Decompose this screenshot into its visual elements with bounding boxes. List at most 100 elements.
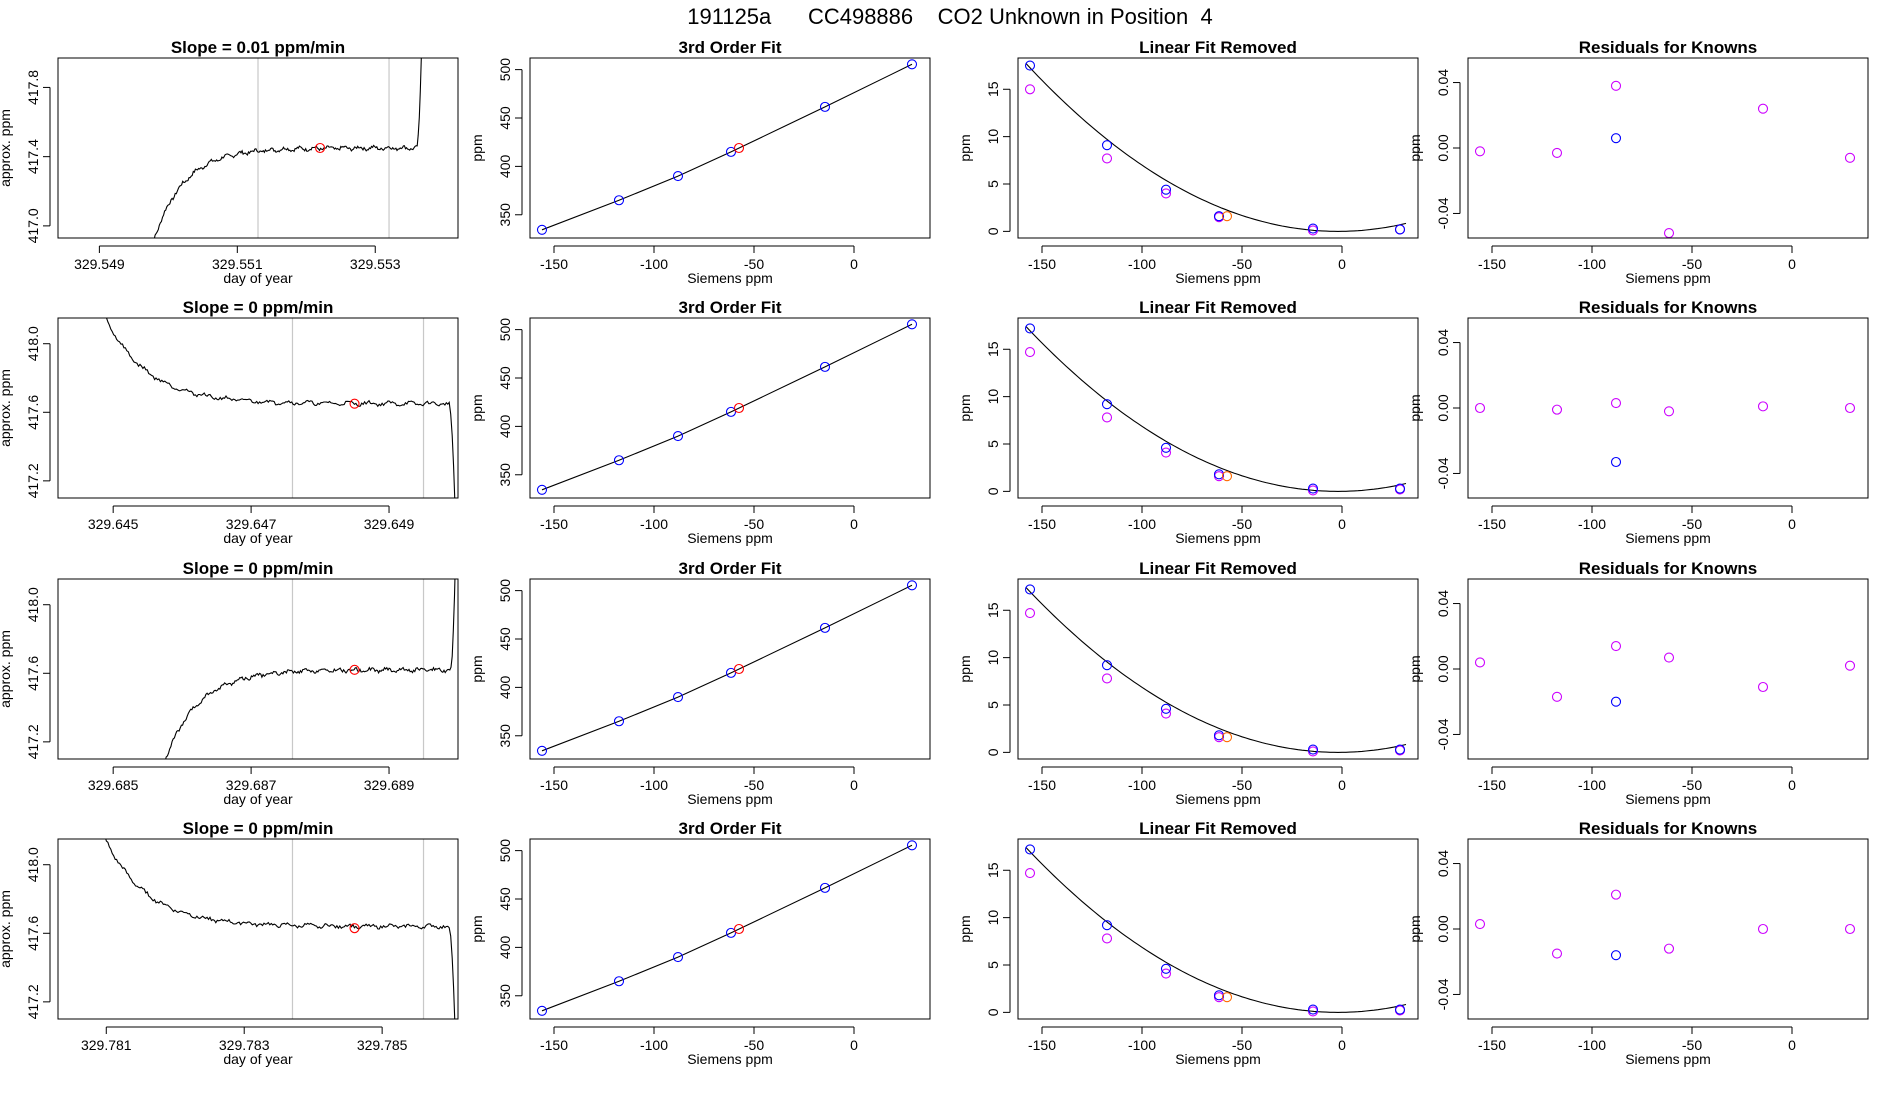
x-tick-label: -100	[640, 777, 668, 793]
x-tick-label: 329.687	[226, 777, 277, 793]
x-tick-label: 0	[850, 516, 858, 532]
residual-point	[1844, 152, 1856, 163]
residual-point	[1757, 681, 1769, 693]
y-tick-label: 500	[497, 318, 513, 342]
plot-box	[529, 317, 931, 499]
unknown-marker	[349, 923, 360, 934]
plot-area	[1024, 323, 1407, 496]
x-tick-label: -50	[1232, 1037, 1252, 1053]
plot-area	[536, 319, 918, 495]
panel-title: 3rd Order Fit	[679, 298, 782, 317]
plot-area	[536, 580, 918, 756]
y-axis-label: ppm	[469, 134, 485, 161]
y-axis-label: ppm	[957, 915, 973, 942]
y-tick-label: 417.0	[25, 208, 41, 243]
y-tick-label: 350	[497, 724, 513, 748]
residual-point	[1474, 657, 1486, 668]
y-tick-label: 350	[497, 984, 513, 1008]
y-axis-label: ppm	[469, 655, 485, 682]
y-tick-label: 418.0	[25, 847, 41, 882]
x-axis-label: Siemens ppm	[687, 791, 773, 807]
plot-box	[1467, 578, 1869, 760]
y-tick-label: 10	[985, 650, 1001, 666]
page-title: 191125a CC498886 CO2 Unknown in Position…	[687, 4, 1213, 29]
known-point	[1101, 660, 1113, 671]
panel-title: Linear Fit Removed	[1139, 38, 1297, 57]
known-point	[906, 840, 918, 851]
pink-point	[1101, 412, 1113, 423]
known-point	[1394, 224, 1406, 235]
residual-point	[1757, 401, 1769, 412]
y-tick-label: 417.6	[25, 656, 41, 691]
fit-curve	[541, 844, 913, 1012]
x-tick-label: -150	[1478, 256, 1506, 272]
plot-box	[57, 317, 459, 499]
known-point	[725, 146, 737, 157]
plot-area	[1474, 80, 1856, 238]
x-tick-label: 0	[1338, 256, 1346, 272]
plot-area	[105, 839, 456, 1019]
x-tick-label: -150	[540, 777, 568, 793]
trace-line	[105, 839, 456, 1019]
y-tick-label: 10	[985, 910, 1001, 926]
y-tick-label: 5	[985, 440, 1001, 448]
y-tick-label: 500	[497, 839, 513, 863]
panel-trace-row-1: Slope = 0.01 ppm/min day of year approx. p…	[0, 38, 459, 286]
pink-point	[1160, 188, 1172, 199]
x-tick-label: -50	[744, 1037, 764, 1053]
known-point	[906, 580, 918, 591]
x-tick-label: -150	[1478, 1037, 1506, 1053]
residual-point	[1663, 943, 1675, 954]
panel-title: Slope = 0 ppm/min	[183, 559, 334, 578]
known-point	[1394, 744, 1406, 755]
plot-box	[1017, 838, 1419, 1020]
residual-point	[1610, 641, 1622, 652]
x-tick-label: 329.649	[364, 516, 415, 532]
x-axis-label: Siemens ppm	[1175, 1051, 1261, 1067]
x-axis-label: day of year	[223, 791, 293, 807]
plot-area	[1474, 641, 1856, 707]
y-tick-label: 417.2	[25, 724, 41, 759]
y-axis-label: ppm	[957, 394, 973, 421]
unknown-point	[733, 663, 745, 675]
y-tick-label: 400	[497, 935, 513, 959]
x-tick-label: -50	[1232, 777, 1252, 793]
residual-point	[1663, 228, 1675, 238]
x-tick-label: 329.689	[364, 777, 415, 793]
pink-point	[1160, 708, 1172, 719]
y-axis-label: ppm	[469, 394, 485, 421]
y-tick-label: -0.04	[1435, 718, 1451, 750]
y-tick-label: 0.00	[1435, 394, 1451, 421]
y-tick-label: 10	[985, 129, 1001, 145]
residual-curve	[1025, 326, 1407, 492]
x-tick-label: 329.685	[88, 777, 139, 793]
y-tick-label: 500	[497, 58, 513, 82]
plot-box	[57, 838, 459, 1020]
y-axis-label: ppm	[957, 134, 973, 161]
y-tick-label: 10	[985, 389, 1001, 405]
residual-curve	[1025, 587, 1407, 753]
unknown-point	[1221, 211, 1233, 222]
known-point	[819, 882, 831, 893]
unknown-marker	[315, 142, 326, 154]
y-tick-label: 417.4	[25, 139, 41, 174]
x-tick-label: 0	[850, 777, 858, 793]
y-tick-label: 400	[497, 154, 513, 178]
known-point	[672, 171, 684, 182]
plot-area	[1024, 584, 1407, 757]
known-point	[1101, 920, 1113, 931]
panel-title: Linear Fit Removed	[1139, 298, 1297, 317]
x-tick-label: 0	[1338, 777, 1346, 793]
unknown-point	[1221, 471, 1233, 482]
residual-point	[1551, 404, 1563, 415]
y-tick-label: 417.8	[25, 70, 41, 105]
pink-point	[1101, 933, 1113, 944]
x-axis-label: day of year	[223, 270, 293, 286]
y-tick-label: 350	[497, 203, 513, 227]
x-tick-label: -150	[1028, 1037, 1056, 1053]
y-tick-label: 15	[985, 341, 1001, 357]
y-tick-label: -0.04	[1435, 197, 1451, 229]
y-tick-label: 400	[497, 675, 513, 699]
y-tick-label: 400	[497, 414, 513, 438]
known-point	[1307, 1004, 1319, 1015]
